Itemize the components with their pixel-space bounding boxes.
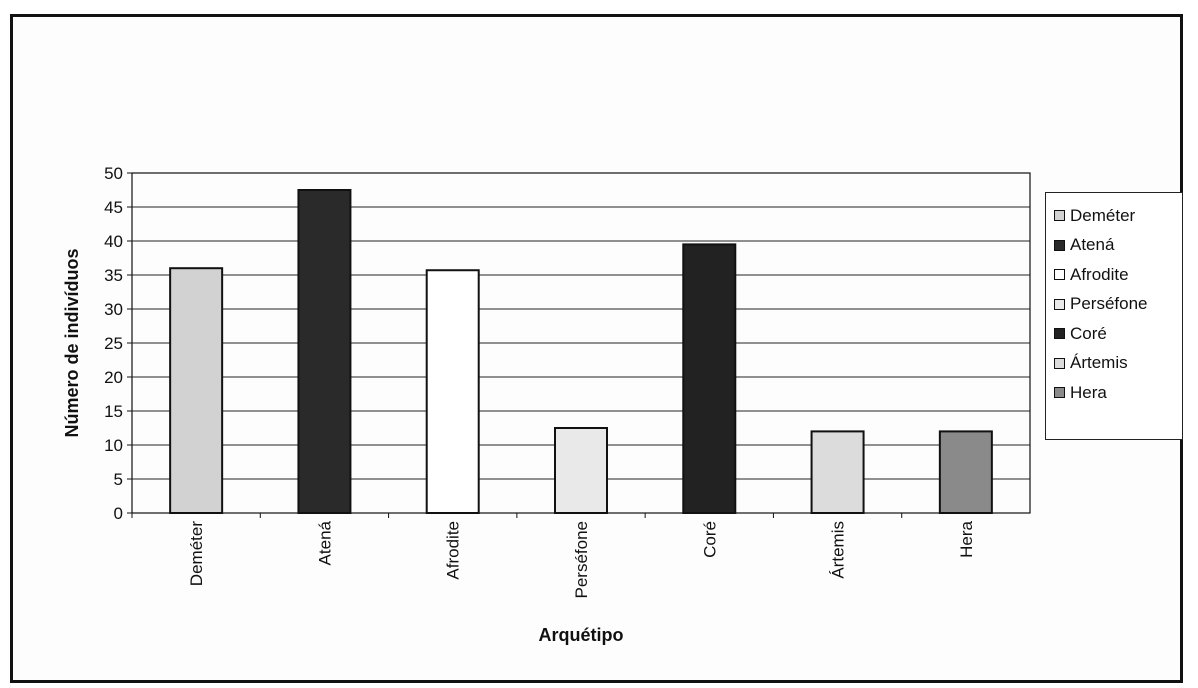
legend-swatch (1054, 328, 1065, 340)
legend-item: Coré (1046, 319, 1182, 349)
legend-label: Atená (1070, 235, 1115, 255)
y-tick-label: 45 (104, 198, 123, 217)
bars (169, 189, 993, 515)
legend-label: Hera (1070, 382, 1107, 402)
y-tick-label: 30 (104, 300, 123, 319)
bar-2 (297, 189, 352, 514)
y-tick-label: 5 (114, 470, 123, 489)
x-tick-label: Deméter (187, 521, 206, 587)
bar-5 (682, 243, 737, 514)
legend-label: Afrodite (1070, 264, 1129, 284)
legend-item: Afrodite (1046, 260, 1182, 290)
legend-swatch (1054, 269, 1065, 281)
legend-item: Hera (1046, 378, 1182, 408)
x-tick-label: Perséfone (572, 521, 591, 599)
legend-item: Deméter (1046, 201, 1182, 231)
x-axis-label: Arquétipo (539, 625, 624, 645)
bar-7 (938, 430, 993, 514)
y-tick-label: 15 (104, 402, 123, 421)
bar-3 (425, 269, 480, 514)
legend-label: Ártemis (1070, 353, 1128, 373)
bar-6 (810, 430, 865, 514)
x-tick-labels: Deméter Atená Afrodite Perséfone Coré Ártemis… (131, 513, 976, 599)
legend-label: Perséfone (1070, 294, 1148, 314)
y-tick-label: 0 (114, 504, 123, 523)
x-tick-label: Atená (315, 520, 334, 565)
y-tick-label: 25 (104, 334, 123, 353)
y-tick-label: 35 (104, 266, 123, 285)
legend-swatch (1054, 298, 1065, 310)
legend-swatch (1054, 357, 1065, 369)
x-tick-label: Coré (700, 521, 719, 558)
y-tick-label: 10 (104, 436, 123, 455)
y-axis-label: Número de indivíduos (62, 248, 82, 437)
legend-swatch (1054, 387, 1065, 399)
legend-swatch (1054, 239, 1065, 251)
y-tick-label: 50 (104, 164, 123, 183)
legend-item: Perséfone (1046, 290, 1182, 320)
y-tick-labels: 0 5 10 15 20 25 30 35 40 45 50 (104, 164, 132, 523)
legend-label: Coré (1070, 323, 1107, 343)
legend-item: Ártemis (1046, 349, 1182, 379)
x-tick-label: Afrodite (444, 521, 463, 580)
bar-1 (169, 267, 224, 515)
legend: Deméter Atená Afrodite Perséfone Coré Ártemis… (1045, 192, 1183, 440)
y-tick-label: 40 (104, 232, 123, 251)
y-tick-label: 20 (104, 368, 123, 387)
legend-item: Atená (1046, 231, 1182, 261)
legend-swatch (1054, 210, 1065, 222)
legend-label: Deméter (1070, 205, 1136, 225)
x-tick-label: Ártemis (829, 521, 848, 579)
bar-4 (554, 427, 608, 514)
x-tick-label: Hera (957, 520, 976, 557)
